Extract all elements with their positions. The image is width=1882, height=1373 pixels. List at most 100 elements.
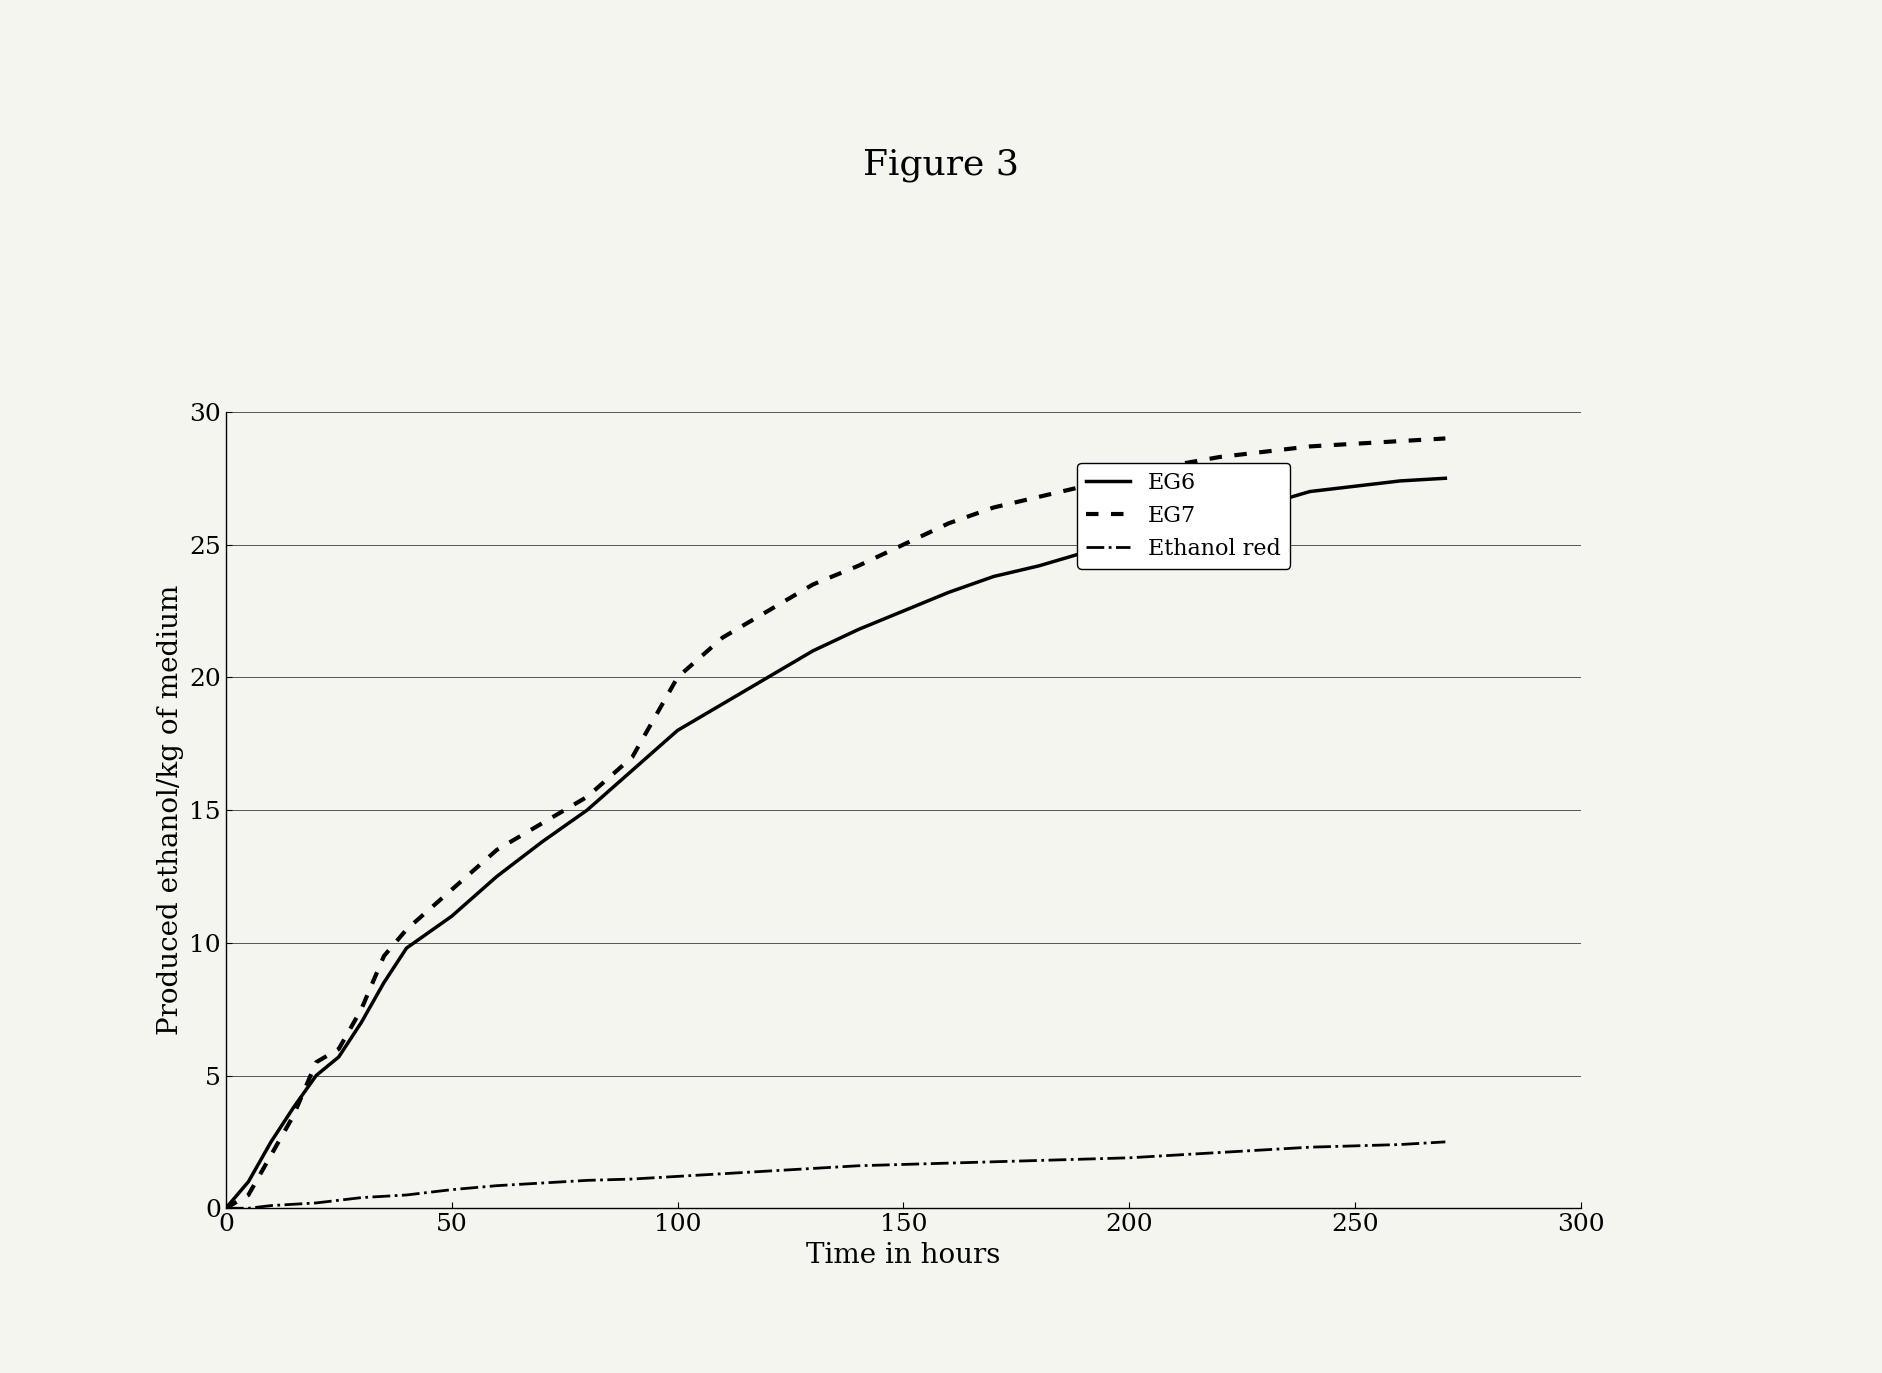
Ethanol red (711, 1166, 734, 1182)
Line: Ethanol red: Ethanol red (226, 1142, 1445, 1208)
EG7 (1389, 432, 1412, 449)
Ethanol red (1163, 1146, 1186, 1163)
EG7 (982, 500, 1005, 516)
EG7 (440, 881, 463, 898)
Line: EG7: EG7 (226, 438, 1445, 1208)
Ethanol red (486, 1178, 508, 1195)
EG7 (1344, 435, 1366, 452)
Ethanol red (440, 1181, 463, 1197)
EG6 (1253, 497, 1276, 514)
EG7 (1208, 449, 1231, 465)
Ethanol red (757, 1163, 779, 1179)
EG6 (1118, 537, 1140, 553)
Ethanol red (1253, 1141, 1276, 1157)
EG7 (1253, 443, 1276, 460)
Ethanol red (802, 1160, 824, 1177)
Ethanol red (237, 1200, 260, 1216)
Ethanol red (395, 1186, 418, 1203)
EG6 (847, 622, 869, 638)
EG6 (350, 1015, 373, 1031)
EG7 (666, 669, 689, 685)
EG7 (327, 1041, 350, 1057)
EG7 (1299, 438, 1321, 454)
EG6 (1344, 478, 1366, 494)
EG7 (350, 1001, 373, 1017)
Ethanol red (1208, 1144, 1231, 1160)
EG7 (576, 788, 598, 805)
Ethanol red (666, 1168, 689, 1185)
EG6 (1299, 483, 1321, 500)
EG6 (1073, 544, 1095, 560)
EG6 (982, 568, 1005, 585)
Ethanol red (892, 1156, 915, 1173)
EG7 (395, 921, 418, 938)
Ethanol red (350, 1189, 373, 1205)
Ethanol red (327, 1192, 350, 1208)
EG7 (757, 603, 779, 619)
Ethanol red (1389, 1137, 1412, 1153)
EG6 (531, 833, 553, 850)
Ethanol red (305, 1195, 327, 1211)
EG7 (373, 947, 395, 964)
EG7 (1434, 430, 1457, 446)
EG6 (1389, 472, 1412, 489)
EG6 (1434, 470, 1457, 486)
EG6 (1208, 509, 1231, 526)
Ethanol red (1344, 1138, 1366, 1155)
X-axis label: Time in hours: Time in hours (805, 1241, 1001, 1269)
Ethanol red (260, 1197, 282, 1214)
Y-axis label: Produced ethanol/kg of medium: Produced ethanol/kg of medium (156, 585, 184, 1035)
EG6 (666, 722, 689, 739)
EG6 (1163, 523, 1186, 540)
Ethanol red (215, 1200, 237, 1216)
EG7 (1073, 478, 1095, 494)
EG7 (711, 629, 734, 645)
EG7 (621, 748, 644, 765)
EG6 (305, 1067, 327, 1083)
EG6 (440, 908, 463, 924)
Text: Figure 3: Figure 3 (864, 148, 1018, 181)
EG7 (847, 557, 869, 574)
EG7 (531, 816, 553, 832)
EG7 (305, 1054, 327, 1071)
EG6 (937, 584, 960, 600)
Ethanol red (982, 1153, 1005, 1170)
Ethanol red (847, 1157, 869, 1174)
EG6 (711, 696, 734, 713)
Ethanol red (282, 1196, 305, 1212)
EG6 (576, 802, 598, 818)
Ethanol red (576, 1173, 598, 1189)
EG6 (802, 643, 824, 659)
EG7 (260, 1146, 282, 1163)
EG7 (802, 577, 824, 593)
EG7 (486, 842, 508, 858)
EG7 (215, 1200, 237, 1216)
EG7 (282, 1107, 305, 1123)
EG7 (1028, 489, 1050, 505)
Legend: EG6, EG7, Ethanol red: EG6, EG7, Ethanol red (1077, 463, 1289, 568)
Ethanol red (1434, 1134, 1457, 1151)
Line: EG6: EG6 (226, 478, 1445, 1208)
EG6 (215, 1200, 237, 1216)
EG7 (237, 1186, 260, 1203)
EG6 (892, 603, 915, 619)
EG6 (373, 975, 395, 991)
EG6 (621, 762, 644, 778)
EG6 (395, 941, 418, 957)
Ethanol red (531, 1175, 553, 1192)
Ethanol red (937, 1155, 960, 1171)
EG6 (327, 1049, 350, 1065)
EG7 (1118, 464, 1140, 481)
EG7 (1163, 457, 1186, 474)
Ethanol red (1299, 1140, 1321, 1156)
EG7 (937, 515, 960, 531)
Ethanol red (621, 1171, 644, 1188)
EG7 (892, 537, 915, 553)
EG6 (757, 669, 779, 685)
Ethanol red (1118, 1149, 1140, 1166)
Ethanol red (1073, 1151, 1095, 1167)
EG6 (260, 1134, 282, 1151)
EG6 (486, 868, 508, 884)
EG6 (237, 1174, 260, 1190)
EG6 (1028, 557, 1050, 574)
